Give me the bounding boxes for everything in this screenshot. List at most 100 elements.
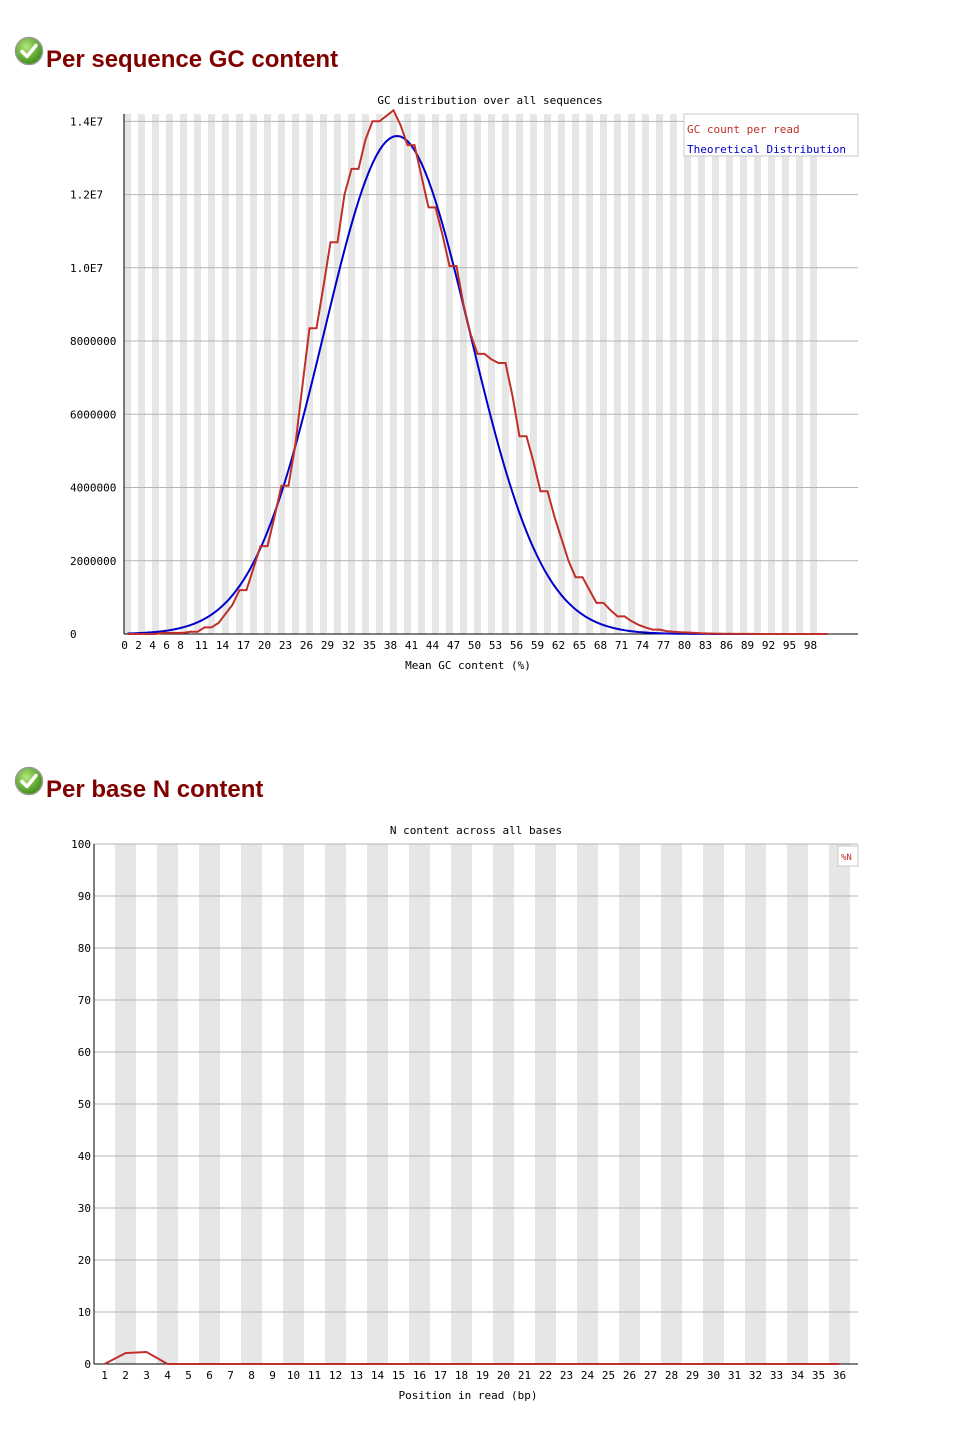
background-stripe	[502, 114, 509, 634]
gc-content-heading: Per sequence GC content	[14, 34, 338, 74]
background-stripe	[236, 114, 243, 634]
background-stripe	[586, 114, 593, 634]
x-tick-label: 27	[644, 1369, 657, 1382]
y-tick-label: 10	[78, 1306, 91, 1319]
legend-entry: GC count per read	[687, 123, 800, 136]
x-tick-label: 26	[623, 1369, 636, 1382]
gc-distribution-chart: 0 2000000 4000000 6000000 8000000 1.0E7 1.2E7 1…	[70, 94, 859, 672]
x-tick-label: 86	[720, 639, 733, 652]
background-stripe	[656, 114, 663, 634]
n-content-title: Per base N content	[46, 776, 264, 803]
chart-title: N content across all bases	[390, 824, 562, 837]
background-stripe	[628, 114, 635, 634]
y-tick-label: 1.2E7	[70, 189, 103, 202]
background-stripe	[600, 114, 607, 634]
x-tick-label: 38	[384, 639, 397, 652]
background-stripe	[810, 114, 817, 634]
y-tick-label: 40	[78, 1150, 91, 1163]
n-content-heading: Per base N content	[14, 764, 263, 804]
x-tick-label: 74	[636, 639, 650, 652]
check-icon	[14, 766, 44, 796]
x-tick-label: 71	[615, 639, 628, 652]
x-tick-label: 2	[122, 1369, 129, 1382]
background-stripe	[474, 114, 481, 634]
x-tick-label: 98	[804, 639, 817, 652]
x-tick-label: 4	[149, 639, 156, 652]
background-stripe	[208, 114, 215, 634]
legend-box	[683, 113, 859, 157]
x-tick-label: 11	[195, 639, 208, 652]
x-tick-label: 29	[686, 1369, 699, 1382]
background-stripe	[306, 114, 313, 634]
background-stripe	[278, 114, 285, 634]
background-stripe	[684, 114, 691, 634]
y-tick-label: 90	[78, 890, 91, 903]
x-tick-label: 34	[791, 1369, 805, 1382]
background-stripe	[222, 114, 229, 634]
background-stripe	[558, 114, 565, 634]
x-tick-label: 21	[518, 1369, 531, 1382]
y-tick-label: 70	[78, 994, 91, 1007]
background-stripe	[726, 114, 733, 634]
x-tick-label: 59	[531, 639, 544, 652]
y-tick-label: 50	[78, 1098, 91, 1111]
legend-box	[837, 845, 859, 867]
x-tick-label: 89	[741, 639, 754, 652]
x-tick-label: 25	[602, 1369, 615, 1382]
background-stripe	[250, 114, 257, 634]
background-stripe	[460, 114, 467, 634]
x-tick-label: 30	[707, 1369, 720, 1382]
x-tick-label: 62	[552, 639, 565, 652]
x-tick-label: 36	[833, 1369, 846, 1382]
background-stripe	[530, 114, 537, 634]
background-stripe	[544, 114, 551, 634]
background-stripe	[348, 114, 355, 634]
background-stripe	[670, 114, 677, 634]
x-tick-label: 33	[770, 1369, 783, 1382]
x-tick-label: 17	[434, 1369, 447, 1382]
background-stripe	[572, 114, 579, 634]
y-tick-label: 2000000	[70, 555, 116, 568]
x-tick-label: 9	[269, 1369, 276, 1382]
x-tick-label: 19	[476, 1369, 489, 1382]
n-content-section: Per base N content 0 10 20 30 40 50 60 70 80 90 10…	[0, 720, 972, 1432]
check-icon	[14, 36, 44, 66]
x-tick-label: 80	[678, 639, 691, 652]
x-tick-label: 53	[489, 639, 502, 652]
background-stripe	[166, 114, 173, 634]
y-tick-label: 0	[70, 628, 77, 641]
x-tick-label: 11	[308, 1369, 321, 1382]
x-tick-label: 26	[300, 639, 313, 652]
x-tick-label: 56	[510, 639, 523, 652]
background-stripe	[390, 114, 397, 634]
background-stripe	[614, 114, 621, 634]
x-tick-label: 47	[447, 639, 460, 652]
y-tick-label: 80	[78, 942, 91, 955]
x-tick-label: 15	[392, 1369, 405, 1382]
x-tick-label: 20	[258, 639, 271, 652]
x-tick-label: 35	[812, 1369, 825, 1382]
x-tick-label: 35	[363, 639, 376, 652]
x-axis-label: Position in read (bp)	[398, 1389, 537, 1402]
x-tick-label: 65	[573, 639, 586, 652]
series-line-gc-count	[127, 108, 828, 635]
series-line-n-percent	[104, 1350, 840, 1365]
x-tick-label: 28	[665, 1369, 678, 1382]
x-tick-label: 10	[287, 1369, 300, 1382]
x-tick-label: 2	[135, 639, 142, 652]
x-tick-label: 4	[164, 1369, 171, 1382]
background-stripe	[446, 114, 453, 634]
background-stripe	[432, 114, 439, 634]
background-stripe	[320, 114, 327, 634]
x-tick-label: 68	[594, 639, 607, 652]
legend-entry: %N	[841, 853, 852, 863]
x-tick-label: 3	[143, 1369, 150, 1382]
background-stripe	[782, 114, 789, 634]
background-stripe	[292, 114, 299, 634]
background-stripe	[516, 114, 523, 634]
background-stripe	[488, 114, 495, 634]
x-tick-label: 41	[405, 639, 418, 652]
background-stripe	[124, 114, 131, 634]
background-stripe	[740, 114, 747, 634]
